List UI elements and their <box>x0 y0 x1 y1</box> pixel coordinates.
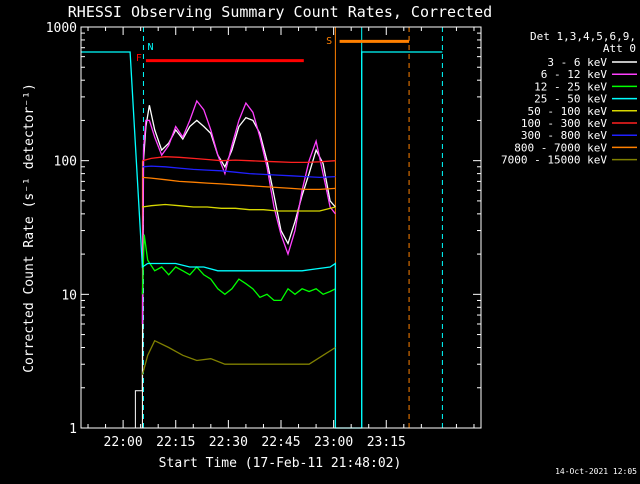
series-line <box>141 339 336 375</box>
annotation-layer: NF S <box>136 36 410 64</box>
x-tick-label: 22:00 <box>104 435 143 450</box>
y-axis-label: Corrected Count Rate (s⁻¹ detector⁻¹) <box>22 83 37 373</box>
series-layer <box>81 51 443 429</box>
series-line <box>141 234 336 302</box>
y-tick-label: 1 <box>69 422 77 437</box>
series-line <box>142 165 336 179</box>
y-tick-label: 100 <box>54 155 77 170</box>
legend-header: Det 1,3,4,5,6,9, <box>530 30 636 43</box>
annotation-label: S <box>326 36 332 47</box>
x-tick-label: 22:30 <box>209 435 248 450</box>
y-tick-label: 1000 <box>46 21 77 36</box>
attenuator-block <box>134 390 143 429</box>
legend-label: 25 - 50 keV <box>534 93 607 106</box>
footer-timestamp: 14-Oct-2021 12:05 <box>555 467 637 476</box>
chart-title: RHESSI Observing Summary Count Rates, Co… <box>68 3 492 21</box>
series-line <box>142 176 336 191</box>
series-line <box>141 99 336 325</box>
y-axis: 1 10 100 1000 <box>46 21 481 437</box>
legend-label: 100 - 300 keV <box>521 117 607 130</box>
x-tick-label: 22:15 <box>156 435 195 450</box>
series-line <box>81 51 443 429</box>
x-axis-label: Start Time (17-Feb-11 21:48:02) <box>159 456 402 471</box>
series-line <box>141 105 336 391</box>
legend-label: 12 - 25 keV <box>534 80 607 93</box>
annotation-label: F <box>136 53 142 64</box>
x-tick-label: 22:45 <box>261 435 300 450</box>
legend-label: 3 - 6 keV <box>547 56 607 69</box>
y-tick-label: 10 <box>61 288 77 303</box>
legend-label: 300 - 800 keV <box>521 129 607 142</box>
legend-label: 50 - 100 keV <box>528 105 608 118</box>
legend-header: Att 0 <box>603 42 636 55</box>
x-tick-label: 23:00 <box>314 435 353 450</box>
legend-label: 6 - 12 keV <box>541 68 608 81</box>
series-line <box>142 156 336 164</box>
series-line <box>142 203 336 212</box>
legend-label: 7000 - 15000 keV <box>501 154 607 167</box>
x-tick-label: 23:15 <box>367 435 406 450</box>
annotation-label: N <box>147 42 153 53</box>
x-axis: 22:00 22:15 22:30 22:45 23:00 23:15 <box>87 27 475 450</box>
legend-label: 800 - 7000 keV <box>514 141 607 154</box>
